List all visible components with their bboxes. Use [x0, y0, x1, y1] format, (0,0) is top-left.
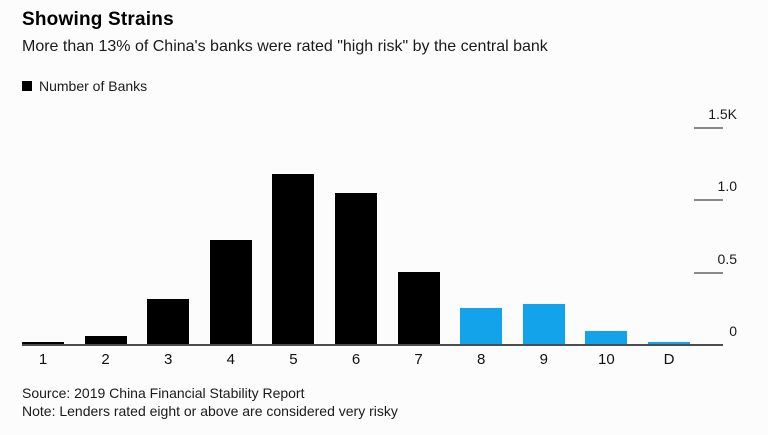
- bar-8: [460, 307, 503, 344]
- x-tick-label-1: 1: [38, 351, 48, 368]
- bar-7: [397, 271, 440, 344]
- y-tick-label-0: 0: [729, 323, 737, 339]
- x-tick-label-6: 6: [351, 351, 361, 368]
- chart-subtitle: More than 13% of China's banks were rate…: [22, 38, 548, 55]
- x-tick-label-3: 3: [164, 351, 173, 368]
- bar-4: [209, 239, 252, 344]
- x-tick-label-7: 7: [414, 351, 423, 368]
- y-tick-mark-1.5K: [694, 126, 723, 129]
- bar-10: [585, 330, 628, 344]
- bar-1: [22, 342, 64, 344]
- chart-title: Showing Strains: [22, 9, 174, 30]
- chart-footer: Source: 2019 China Financial Stability R…: [22, 385, 398, 420]
- legend-label: Number of Banks: [39, 78, 148, 94]
- bar-3: [147, 299, 190, 344]
- y-tick-label-1.5K: 1.5K: [708, 105, 737, 122]
- y-tick-mark-0.5: [694, 271, 723, 274]
- x-tick-label-8: 8: [477, 351, 486, 368]
- bar-5: [272, 174, 315, 344]
- y-tick-label-0.5: 0.5: [717, 250, 737, 267]
- x-tick-label-10: 10: [598, 351, 615, 368]
- y-tick-mark-1.0: [694, 199, 723, 201]
- y-tick-label-1.0: 1.0: [717, 178, 737, 194]
- bar-6: [335, 193, 377, 344]
- note-line: Note: Lenders rated eight or above are c…: [22, 402, 398, 419]
- x-tick-label-2: 2: [101, 351, 110, 368]
- chart-legend: Number of Banks: [22, 78, 147, 94]
- x-axis-line: [22, 344, 723, 346]
- bar-9: [522, 304, 565, 344]
- x-tick-label-4: 4: [226, 351, 235, 368]
- bar-D: [648, 342, 690, 344]
- x-tick-label-9: 9: [539, 351, 548, 368]
- x-tick-label-D: D: [663, 351, 675, 368]
- x-tick-label-5: 5: [289, 351, 298, 368]
- source-line: Source: 2019 China Financial Stability R…: [22, 385, 305, 401]
- bar-2: [84, 336, 127, 344]
- legend-swatch-icon: [22, 81, 32, 91]
